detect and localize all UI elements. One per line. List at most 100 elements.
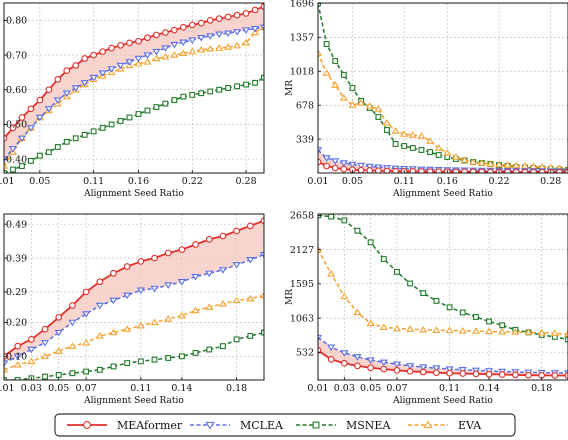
- x-tick-label: 0.11: [394, 176, 415, 187]
- point-eva: [136, 321, 145, 329]
- point-eva: [494, 160, 504, 168]
- point-meaformer: [556, 168, 563, 173]
- point-mclea: [164, 282, 173, 289]
- point-meaformer: [393, 366, 401, 374]
- point-mclea: [136, 287, 145, 295]
- point-msnea: [137, 358, 144, 365]
- series-eva: [318, 49, 568, 172]
- point-msnea: [19, 163, 25, 169]
- point-mclea: [161, 45, 170, 52]
- point-meaformer: [472, 370, 480, 378]
- x-tick-label: 0.01: [0, 383, 15, 394]
- point-meaformer: [419, 368, 427, 376]
- point-meaformer: [525, 371, 532, 379]
- point-eva: [498, 327, 507, 335]
- point-meaformer: [392, 167, 399, 173]
- x-tick-label: 0.22: [182, 176, 203, 187]
- point-meaformer: [82, 288, 90, 296]
- point-mclea: [95, 302, 104, 310]
- point-meaformer: [242, 10, 250, 17]
- point-eva: [445, 326, 454, 334]
- point-meaformer: [69, 302, 76, 309]
- point-msnea: [216, 86, 223, 93]
- point-eva: [40, 352, 50, 359]
- point-meaformer: [36, 96, 44, 104]
- point-mclea: [331, 158, 340, 165]
- y-tick-label: 0.20: [6, 318, 27, 329]
- point-meaformer: [219, 232, 227, 240]
- point-msnea: [459, 309, 466, 316]
- point-mclea: [348, 161, 357, 169]
- point-msnea: [418, 147, 425, 153]
- point-meaformer: [215, 15, 223, 22]
- x-tick-label: 0.16: [128, 176, 149, 187]
- point-eva: [484, 327, 494, 335]
- point-meaformer: [90, 51, 98, 59]
- point-msnea: [340, 72, 347, 78]
- point-meaformer: [383, 167, 391, 173]
- point-meaformer: [178, 246, 186, 253]
- point-mclea: [116, 62, 125, 70]
- point-meaformer: [323, 162, 330, 170]
- series-line-msnea: [318, 3, 568, 171]
- point-msnea: [499, 322, 506, 329]
- point-msnea: [225, 85, 232, 91]
- point-meaformer: [4, 134, 8, 142]
- point-eva: [4, 162, 9, 169]
- y-tick-label: 678: [296, 101, 314, 112]
- point-mclea: [191, 273, 200, 281]
- point-eva: [511, 328, 520, 335]
- point-eva: [512, 161, 521, 169]
- point-mclea: [188, 37, 197, 44]
- grid: [317, 3, 568, 173]
- point-eva: [188, 47, 197, 55]
- point-meaformer: [564, 168, 568, 173]
- point-eva: [392, 324, 402, 332]
- point-eva: [458, 326, 467, 334]
- point-eva: [451, 153, 461, 160]
- point-meaformer: [366, 167, 374, 173]
- x-tick-label: 0.05: [48, 383, 69, 394]
- point-msnea: [72, 135, 79, 142]
- point-msnea: [96, 366, 103, 373]
- point-mclea: [406, 363, 415, 370]
- point-mclea: [152, 48, 161, 56]
- point-msnea: [384, 127, 390, 133]
- point-msnea: [206, 346, 213, 353]
- point-meaformer: [41, 325, 49, 333]
- point-msnea: [144, 107, 151, 114]
- y-tick-label: 0.40: [6, 154, 27, 165]
- series-mclea: [4, 251, 264, 367]
- point-mclea: [353, 354, 362, 361]
- point-eva: [191, 306, 200, 314]
- point-mclea: [134, 55, 143, 63]
- point-msnea: [36, 152, 43, 159]
- point-meaformer: [27, 105, 35, 113]
- point-eva: [259, 291, 264, 299]
- point-eva: [460, 156, 469, 163]
- point-meaformer: [461, 168, 468, 173]
- point-meaformer: [367, 364, 374, 372]
- point-mclea: [419, 364, 428, 371]
- x-tick-label: 0.01: [307, 176, 328, 187]
- point-mclea: [379, 359, 388, 367]
- point-eva: [327, 270, 336, 277]
- point-mclea: [177, 279, 186, 286]
- point-meaformer: [512, 168, 520, 173]
- point-eva: [4, 366, 9, 373]
- point-mclea: [318, 334, 323, 342]
- point-msnea: [420, 290, 427, 297]
- point-meaformer: [409, 168, 417, 173]
- point-mclea: [357, 162, 366, 170]
- y-tick-label: 339: [296, 134, 314, 145]
- x-axis-label: Alignment Seed Ratio: [83, 189, 184, 199]
- point-eva: [197, 46, 206, 53]
- y-tick-label: 0.10: [6, 352, 27, 363]
- series-msnea: [318, 3, 568, 173]
- point-eva: [348, 101, 357, 108]
- point-msnea: [486, 318, 492, 325]
- point-mclea: [107, 66, 116, 73]
- plot-area: [318, 3, 568, 173]
- point-meaformer: [538, 168, 546, 173]
- point-mclea: [318, 147, 323, 154]
